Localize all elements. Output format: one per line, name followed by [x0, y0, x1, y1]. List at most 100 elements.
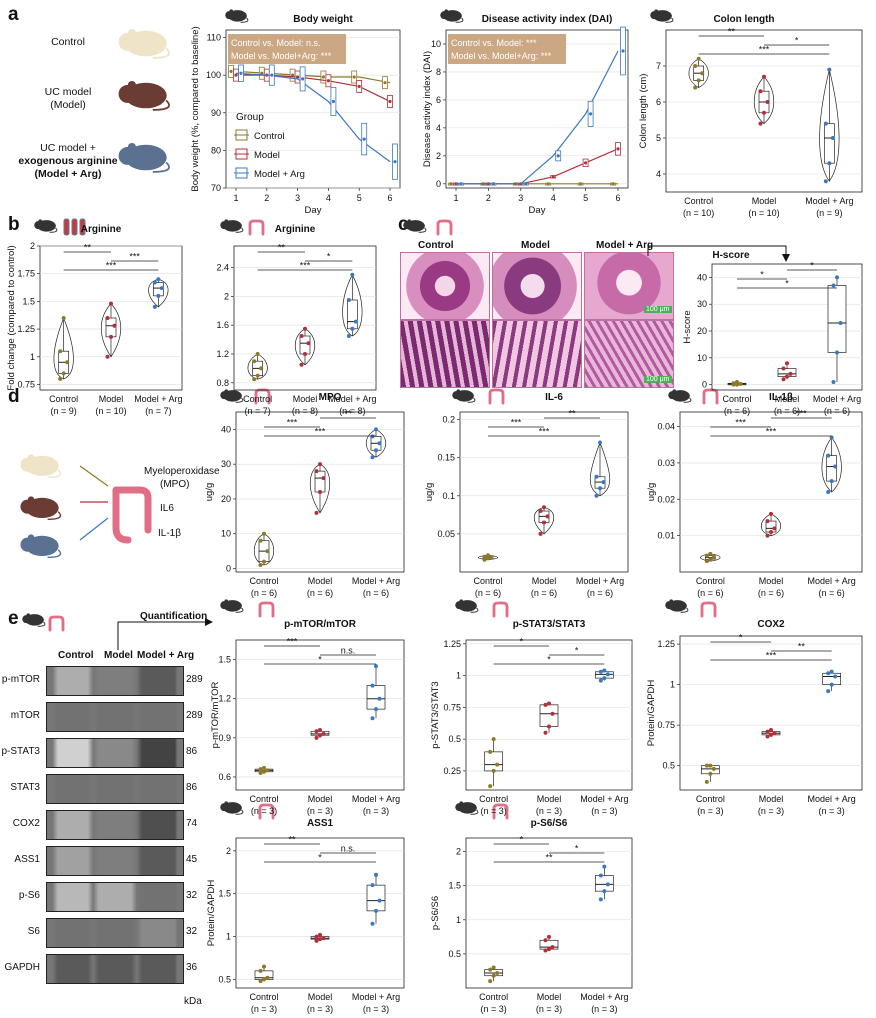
cox2-point-0-0: [704, 779, 709, 784]
il6-sig-label-1: ***: [511, 418, 522, 428]
argcol-ytick-label-4: 2.4: [216, 263, 229, 273]
mpo-point-2-4: [374, 427, 378, 432]
cox2-ylabel: Protein/GAPDH: [646, 680, 657, 747]
group-label-arg-3: (Model + Arg): [34, 168, 102, 180]
mouse-d-model: [20, 496, 62, 520]
title-mouse-icon-7: [455, 801, 479, 815]
colon-icon-9: [258, 803, 275, 820]
argcol-title: Arginine: [275, 224, 316, 235]
hscore-point-0-4: [735, 379, 739, 384]
argser-title: Arginine: [81, 224, 122, 235]
mpo-label-2: (MPO): [160, 479, 190, 490]
arrow-d-arg: [79, 517, 109, 541]
ass1-frame: [235, 837, 405, 989]
ass1-sig-label-2: *: [318, 853, 322, 863]
ass1-n-0: (n = 3): [251, 1004, 277, 1014]
stat3-sig-label-2: *: [547, 655, 551, 665]
il1b-frame: [679, 411, 863, 573]
dai-annotation-0: Control vs. Model: ***: [451, 38, 537, 48]
mtor-ytick-label-0: 0.6: [218, 772, 231, 782]
argcol-n-0: (n = 7): [245, 406, 271, 416]
hscore-ytick-label-1: 10: [697, 353, 707, 363]
argser-point-2-1: [156, 293, 161, 298]
cox2-point-0-2: [711, 766, 716, 771]
dai-ytick-label-5: 10: [431, 39, 441, 49]
mpo-frame: [235, 411, 405, 573]
colon-icon-7: [492, 601, 509, 618]
ass1-cat-1: Model: [308, 992, 333, 1002]
mpo-ytick-label-2: 20: [221, 494, 231, 504]
il1b-ylabel: ug/g: [646, 483, 657, 502]
mtor-n-1: (n = 3): [307, 806, 333, 816]
argcol-frame: [233, 245, 377, 391]
dai-xtick-label-1: 2: [486, 193, 491, 203]
il6-n-0: (n = 6): [475, 588, 501, 598]
mtor-cat-1: Model: [308, 794, 333, 804]
group-label-arg-1: UC model +: [40, 142, 96, 154]
colon-title: Colon length: [713, 14, 774, 25]
dai-point-2-2: [524, 182, 528, 186]
il1b-sig-label-2: ***: [766, 427, 777, 437]
hscore-ytick-label-3: 30: [697, 299, 707, 309]
stat3-point-2-2: [605, 672, 610, 677]
colon-point-1-2: [765, 100, 770, 104]
bw-point-0-1: [260, 71, 264, 75]
colon-point-1-4: [762, 74, 766, 79]
stat3-cat-0: Control: [479, 794, 508, 804]
il1b-sig-label-0: ***: [796, 409, 807, 419]
ass1-ytick-label-3: 2: [226, 846, 231, 856]
mpo-point-1-3: [314, 469, 319, 474]
colon-n-1: (n = 10): [748, 208, 779, 218]
cox2-ytick-label-2: 1: [670, 680, 675, 690]
title-mouse-icon-b4: [452, 389, 476, 403]
mpo-cat-0: Control: [249, 576, 278, 586]
stat3-point-0-2: [495, 762, 500, 767]
cox2-sig-label-0: *: [739, 633, 743, 643]
bw-ytick-label-0: 70: [211, 183, 221, 193]
hscore-point-1-1: [785, 374, 789, 379]
mpo-point-1-2: [321, 476, 326, 481]
s6-ytick-label-3: 2: [456, 847, 461, 857]
mtor-point-0-0: [258, 771, 263, 776]
colon-point-0-1: [696, 78, 701, 83]
mtor-point-0-2: [265, 768, 270, 773]
il1b-point-0-2: [711, 555, 716, 560]
argcol-point-0-0: [252, 377, 257, 382]
wb-strip-mTOR: [46, 702, 184, 732]
il6-point-0-1: [486, 556, 490, 561]
s6-point-2-4: [602, 864, 607, 869]
argcol-sig-label-1: *: [327, 252, 331, 262]
stat3-point-0-1: [491, 768, 496, 773]
s6-point-2-2: [605, 882, 610, 887]
il1b-cat-0: Control: [696, 576, 725, 586]
dai-ytick-label-3: 6: [436, 95, 441, 105]
colon-cat-0: Control: [684, 196, 713, 206]
mtor-sig-label-1: n.s.: [341, 646, 356, 656]
il1b-n-2: (n = 6): [819, 588, 845, 598]
mpo-point-0-3: [258, 538, 263, 543]
mtor-cat-0: Control: [249, 794, 278, 804]
argcol-point-1-1: [303, 352, 307, 356]
dai-point-1-4: [584, 161, 588, 165]
s6-ylabel: p-S6/S6: [430, 896, 441, 930]
dai-xtick-label-0: 1: [453, 193, 458, 203]
colon-n-2: (n = 9): [816, 208, 842, 218]
bw-point-1-2: [296, 75, 300, 79]
mtor-point-1-1: [318, 733, 322, 738]
argser-point-1-3: [105, 316, 110, 320]
argser-n-2: (n = 7): [145, 406, 171, 416]
s6-point-0-0: [488, 979, 493, 984]
il6-point-2-3: [594, 474, 599, 479]
argcol-sig-label-2: ***: [300, 261, 311, 271]
bw-point-0-5: [383, 81, 387, 85]
cox2-point-2-4: [829, 669, 834, 674]
ass1-point-1-1: [318, 937, 322, 942]
argcol-cat-2: Model + Arg: [328, 394, 376, 404]
stat3-ylabel: p-STAT3/STAT3: [430, 681, 441, 748]
argser-point-0-2: [65, 360, 70, 365]
mtor-point-0-3: [258, 767, 263, 772]
wb-band-label-6: p-S6: [18, 890, 40, 901]
mtor-ytick-label-3: 1.5: [218, 655, 231, 665]
cox2-ytick-label-0: 0.5: [662, 761, 675, 771]
il1b-point-0-0: [704, 559, 709, 564]
